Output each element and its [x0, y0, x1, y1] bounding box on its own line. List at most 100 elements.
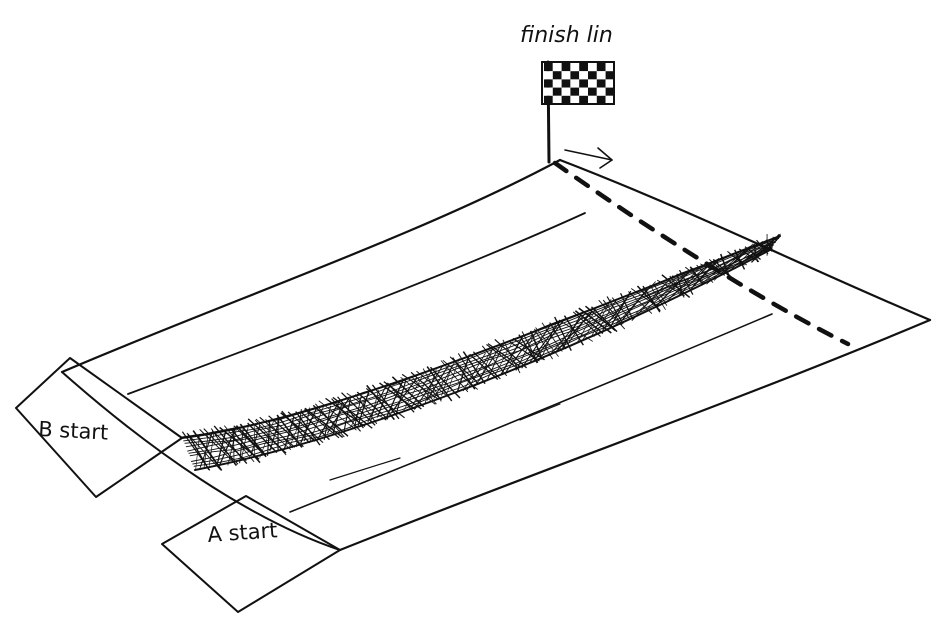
flag-cell — [579, 87, 588, 96]
flag-cell — [605, 95, 615, 104]
flag-cell — [561, 87, 571, 96]
hatch-stroke — [416, 370, 451, 400]
hatch-streak — [183, 238, 780, 442]
hatch-stroke — [354, 394, 378, 425]
flag-cell — [570, 63, 580, 72]
hatch-stroke — [315, 403, 345, 438]
finish-arrow — [564, 147, 613, 169]
hatch-stroke — [578, 307, 612, 334]
flag-cell — [579, 63, 588, 72]
hatch-stroke — [213, 425, 248, 465]
flag-cell — [596, 71, 606, 80]
b-start-label: B start — [38, 417, 109, 445]
flag-cell — [588, 87, 597, 96]
hatch-streak — [184, 237, 779, 444]
flag-cell — [605, 71, 615, 80]
flag-cell — [579, 79, 588, 88]
flag-cell — [570, 79, 580, 88]
hatch-stroke — [422, 368, 442, 402]
hatch-streak — [191, 245, 774, 462]
flag-cell — [561, 79, 571, 88]
flag-cell — [552, 71, 562, 80]
hatch-stroke — [254, 419, 287, 456]
hatch-stroke — [227, 428, 237, 466]
hatch-streak — [185, 240, 778, 448]
hatch-stroke — [486, 343, 520, 371]
hatch-stroke — [635, 276, 678, 314]
flag-cloth — [544, 63, 615, 104]
hatch-stroke — [331, 398, 362, 432]
hatch-stroke — [678, 269, 694, 295]
hatch-streak — [188, 242, 776, 454]
flag-cell — [570, 95, 580, 104]
flag-cell — [552, 87, 562, 96]
flag-border — [541, 61, 615, 105]
hatch-stroke — [203, 428, 239, 465]
flag-cell — [544, 79, 553, 88]
hatch-streak — [181, 235, 781, 438]
flag-cell — [552, 95, 562, 104]
hatch-stroke — [446, 358, 460, 394]
flag-cell — [605, 79, 615, 88]
hatch-streak — [189, 244, 775, 457]
hatch-stroke — [323, 405, 332, 441]
hatch-stroke — [357, 390, 370, 426]
hatch-stroke — [332, 396, 373, 429]
finish-line-label: finish lin — [520, 23, 613, 48]
flag-cell — [552, 79, 562, 88]
a-start-label: A start — [207, 518, 278, 547]
flag-cell — [561, 71, 571, 80]
hatch-stroke — [196, 434, 221, 469]
checkered-flag — [541, 60, 615, 164]
hatch-stroke — [572, 311, 601, 337]
hatch-stroke — [426, 366, 453, 402]
hatch-stroke — [366, 384, 395, 421]
hatch-stroke — [402, 374, 424, 413]
hatch-streak — [193, 246, 772, 467]
hatch-stroke — [548, 312, 587, 356]
flag-cell — [605, 63, 615, 72]
hatch-stroke — [390, 377, 418, 414]
flag-cell — [588, 71, 597, 80]
flag-cell — [579, 95, 588, 104]
flag-cell — [544, 71, 553, 80]
flag-cell — [596, 87, 606, 96]
hatch-stroke — [239, 426, 244, 464]
hatch-streak — [192, 246, 773, 465]
a-start-box — [161, 495, 341, 613]
lane-lines — [127, 212, 773, 513]
hatch-streak — [187, 241, 777, 452]
hatch-stroke — [505, 334, 534, 372]
flag-cell — [561, 95, 571, 104]
hatch-stroke — [558, 319, 594, 342]
track-outline — [60, 158, 932, 552]
hatch-stroke — [289, 414, 304, 447]
hatch-stroke — [554, 310, 594, 353]
flag-cell — [588, 63, 597, 72]
hatch-stroke — [472, 351, 501, 380]
hatch-stroke — [541, 322, 563, 352]
flag-cell — [561, 63, 571, 72]
flag-cell — [544, 63, 553, 72]
flag-cell — [570, 87, 580, 96]
hatch-stroke — [239, 423, 267, 456]
flag-cell — [579, 71, 588, 80]
flag-cell — [596, 79, 606, 88]
hatch-stroke — [391, 376, 425, 408]
hatch-stroke — [199, 428, 238, 466]
flag-cell — [544, 87, 553, 96]
racing-path-hatch — [181, 233, 781, 471]
flag-cell — [596, 63, 606, 72]
hatch-stroke — [232, 427, 235, 461]
flag-cell — [552, 63, 562, 72]
hatch-stroke — [500, 336, 524, 376]
flag-cell — [588, 79, 597, 88]
flag-cell — [605, 87, 615, 96]
hatch-stroke — [376, 383, 392, 418]
flag-cell — [544, 95, 553, 104]
flag-cell — [596, 95, 606, 104]
hatch-stroke — [649, 284, 666, 310]
flag-cell — [570, 71, 580, 80]
